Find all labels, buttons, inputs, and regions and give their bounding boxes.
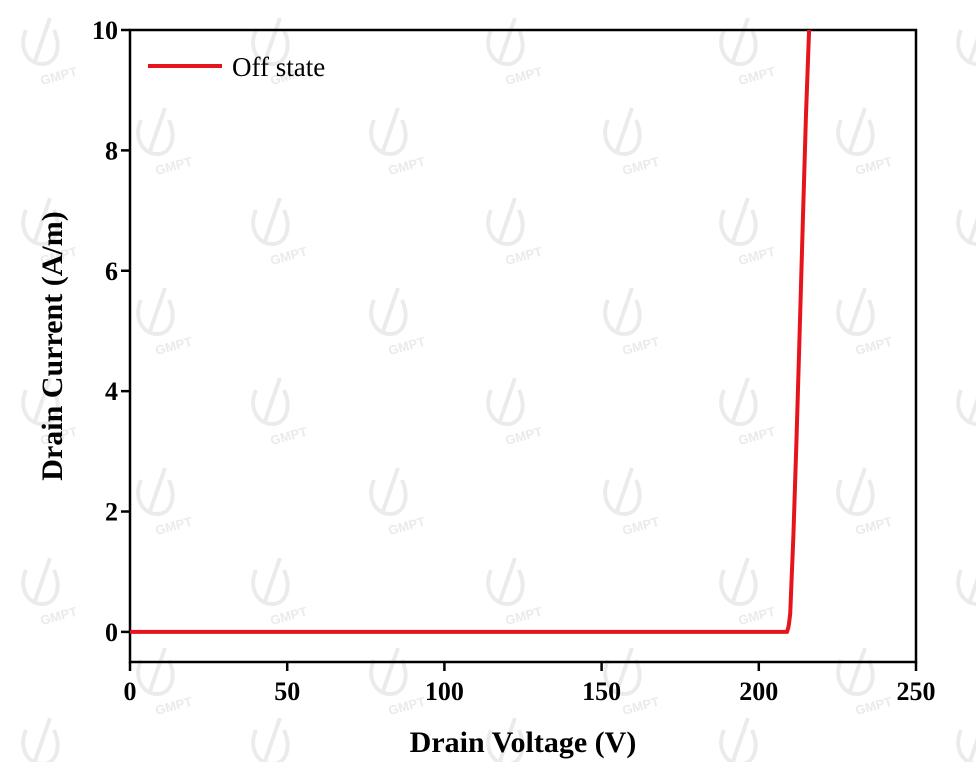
x-tick-label: 0 <box>124 677 137 706</box>
series-layer <box>130 30 812 634</box>
watermark-text: GMPT <box>854 514 894 538</box>
gmpt-logo-icon: GMPT <box>486 377 544 448</box>
gmpt-logo-icon: GMPT <box>486 717 525 762</box>
gmpt-logo-icon: GMPT <box>21 17 79 88</box>
gmpt-logo-icon: GMPT <box>21 557 79 628</box>
x-tick-label: 50 <box>274 677 300 706</box>
x-tick-label: 250 <box>897 677 936 706</box>
gmpt-logo-icon: GMPT <box>956 729 976 762</box>
watermark-text: GMPT <box>854 334 894 358</box>
gmpt-logo-icon: GMPT <box>956 389 976 448</box>
watermark-text: GMPT <box>387 694 427 718</box>
watermark-text: GMPT <box>621 154 661 178</box>
series-line-off-state <box>130 30 812 634</box>
gmpt-logo-icon: GMPT <box>836 647 894 718</box>
y-axis: 0 2 4 6 8 10 <box>92 16 130 647</box>
gmpt-logo-icon: GMPT <box>836 107 894 178</box>
watermark-text: GMPT <box>974 64 976 88</box>
gmpt-logo-icon: GMPT <box>836 467 894 538</box>
x-axis-title: Drain Voltage (V) <box>410 726 637 759</box>
gmpt-logo-icon: GMPT <box>956 209 976 268</box>
y-tick-label: 8 <box>105 136 118 165</box>
gmpt-logo-icon: GMPT <box>956 29 976 88</box>
x-tick-label: 200 <box>739 677 778 706</box>
watermark-text: GMPT <box>737 64 777 88</box>
gmpt-logo-icon: GMPT <box>369 107 427 178</box>
gmpt-logo-icon: GMPT <box>956 569 976 628</box>
gmpt-logo-icon: GMPT <box>603 287 661 358</box>
gmpt-logo-icon: GMPT <box>136 287 194 358</box>
watermark-text: GMPT <box>154 694 194 718</box>
watermark-text: GMPT <box>621 694 661 718</box>
y-tick-label: 4 <box>105 377 118 406</box>
x-tick-label: 150 <box>582 677 621 706</box>
watermark-text: GMPT <box>854 154 894 178</box>
legend-label-off-state: Off state <box>232 52 325 82</box>
y-tick-label: 2 <box>105 498 118 527</box>
gmpt-logo-icon: GMPT <box>251 377 309 448</box>
y-tick-label: 0 <box>105 618 118 647</box>
watermark-text: GMPT <box>504 244 544 268</box>
watermark-text: GMPT <box>504 64 544 88</box>
gmpt-logo-icon: GMPT <box>21 717 60 762</box>
gmpt-logo-icon: GMPT <box>719 717 758 762</box>
gmpt-logo-icon: GMPT <box>136 467 194 538</box>
gmpt-logo-icon: GMPT <box>369 647 427 718</box>
legend: Off state <box>148 52 325 82</box>
watermark-text: GMPT <box>737 424 777 448</box>
gmpt-logo-icon: GMPT <box>603 107 661 178</box>
watermark-text: GMPT <box>154 514 194 538</box>
gmpt-logo-icon: GMPT <box>136 107 194 178</box>
watermark-text: GMPT <box>621 514 661 538</box>
y-tick-label: 6 <box>105 257 118 286</box>
watermark-text: GMPT <box>269 244 309 268</box>
gmpt-logo-icon: GMPT <box>719 557 777 628</box>
watermark-text: GMPT <box>621 334 661 358</box>
watermark-text: GMPT <box>974 604 976 628</box>
x-axis: 0 50 100 150 200 250 <box>124 662 936 706</box>
gmpt-logo-icon: GMPT <box>836 287 894 358</box>
y-axis-title: Drain Current (A/m) <box>36 211 69 480</box>
gmpt-logo-icon: GMPT <box>719 17 777 88</box>
watermark-text: GMPT <box>269 604 309 628</box>
watermark-text: GMPT <box>854 694 894 718</box>
gmpt-logo-icon: GMPT <box>251 557 309 628</box>
gmpt-logo-icon: GMPT <box>486 197 544 268</box>
watermark-text: GMPT <box>269 424 309 448</box>
watermark-text: GMPT <box>39 604 79 628</box>
watermark-text: GMPT <box>974 244 976 268</box>
plot-area-frame <box>128 28 918 664</box>
gmpt-logo-icon: GMPT <box>251 717 290 762</box>
watermark-text: GMPT <box>737 244 777 268</box>
gmpt-logo-icon: GMPT <box>486 17 544 88</box>
watermark-text: GMPT <box>154 334 194 358</box>
watermark-text: GMPT <box>387 514 427 538</box>
gmpt-logo-icon: GMPT <box>719 197 777 268</box>
x-tick-label: 100 <box>425 677 464 706</box>
gmpt-logo-icon: GMPT <box>369 467 427 538</box>
watermark-text: GMPT <box>504 604 544 628</box>
gmpt-logo-icon: GMPT <box>136 647 194 718</box>
gmpt-logo-icon: GMPT <box>486 557 544 628</box>
watermark-layer: GMPT GMPT GMPT GMPT GMPT GMPT GMPT GMPT GMPT GMPT… <box>21 17 976 762</box>
gmpt-logo-icon: GMPT <box>369 287 427 358</box>
watermark-text: GMPT <box>387 154 427 178</box>
gmpt-logo-icon: GMPT <box>719 377 777 448</box>
watermark-text: GMPT <box>504 424 544 448</box>
watermark-text: GMPT <box>154 154 194 178</box>
gmpt-logo-icon: GMPT <box>603 467 661 538</box>
watermark-text: GMPT <box>387 334 427 358</box>
watermark-text: GMPT <box>737 604 777 628</box>
watermark-text: GMPT <box>974 424 976 448</box>
y-tick-label: 10 <box>92 16 118 45</box>
gmpt-logo-icon: GMPT <box>251 197 309 268</box>
watermark-text: GMPT <box>39 64 79 88</box>
